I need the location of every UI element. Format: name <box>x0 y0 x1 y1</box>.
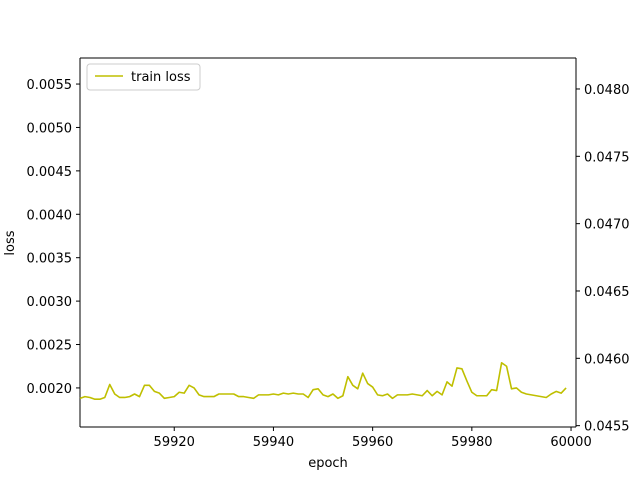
y-tick-label: 0.0035 <box>27 252 73 267</box>
y2-tick-label: 0.0455 <box>584 420 630 435</box>
x-tick-label: 60000 <box>550 435 591 450</box>
legend-label-train-loss: train loss <box>131 70 191 85</box>
series-layer <box>79 361 567 401</box>
x-tick-label: 59980 <box>451 435 492 450</box>
y-axis-ticks: 0.0020 0.0025 0.0030 0.0035 0.0040 0.0045 0.00… <box>27 78 80 397</box>
y-tick-label: 0.0025 <box>27 339 73 354</box>
x-tick-label: 59960 <box>352 435 393 450</box>
y-axis-label: loss <box>3 230 18 255</box>
y-tick-label: 0.0030 <box>27 295 73 310</box>
y-tick-label: 0.0050 <box>27 121 73 136</box>
plot-area <box>80 58 576 427</box>
y2-tick-label: 0.0470 <box>584 218 630 233</box>
plot-frame <box>79 57 577 428</box>
legend-box <box>86 63 201 91</box>
secondary-y-axis-ticks: 0.0455 0.0460 0.0465 0.0470 0.0475 0.0480 <box>576 83 630 435</box>
x-axis-label: epoch <box>308 456 348 471</box>
x-tick-label: 59920 <box>154 435 195 450</box>
y-tick-label: 0.0040 <box>27 208 73 223</box>
x-tick-label: 59940 <box>253 435 294 450</box>
series-line-train-loss <box>79 361 567 401</box>
legend: train loss <box>86 63 201 91</box>
y2-tick-label: 0.0480 <box>584 83 630 98</box>
y2-tick-label: 0.0475 <box>584 150 630 165</box>
y-tick-label: 0.0045 <box>27 165 73 180</box>
x-axis-ticks: 59920 59940 59960 59980 60000 <box>154 427 592 450</box>
y-tick-label: 0.0020 <box>27 382 73 397</box>
y-tick-label: 0.0055 <box>27 78 73 93</box>
y2-tick-label: 0.0465 <box>584 285 630 300</box>
y2-tick-label: 0.0460 <box>584 352 630 367</box>
